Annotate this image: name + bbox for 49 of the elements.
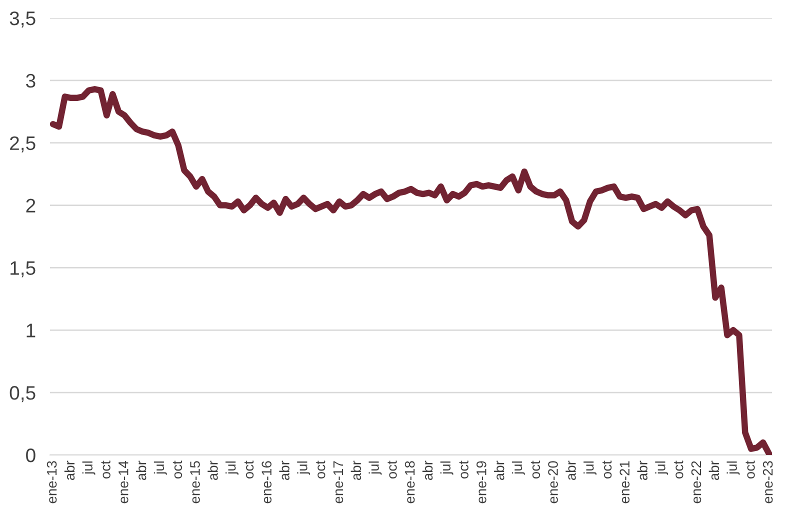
x-tick-label: abr — [279, 460, 290, 480]
x-tick-label: jul — [82, 461, 96, 475]
x-tick-label: abr — [350, 460, 362, 480]
x-tick-label: jul — [297, 461, 310, 475]
x-tick-label: abr — [64, 460, 75, 480]
x-tick-label: oct — [316, 460, 326, 478]
x-tick-label: jul — [154, 461, 167, 475]
x-tick-label: oct — [244, 460, 254, 478]
x-tick-label: ene-20 — [548, 461, 558, 504]
x-tick-label: oct — [602, 460, 612, 478]
x-tick-label: jul — [726, 461, 740, 475]
x-tick-label: abr — [637, 460, 648, 480]
x-tick-label: abr — [422, 460, 433, 480]
y-tick-label: 2,5 — [10, 136, 36, 152]
y-tick-label: 0,5 — [10, 386, 36, 402]
x-tick-label: abr — [208, 460, 218, 480]
x-tick-label: oct — [746, 460, 755, 478]
x-tick-label: ene-16 — [262, 461, 272, 504]
x-tick-label: jul — [655, 461, 668, 475]
x-tick-label: abr — [494, 460, 504, 480]
x-tick-label: abr — [708, 460, 720, 480]
x-tick-label: abr — [566, 460, 576, 480]
x-tick-label: ene-22 — [691, 461, 702, 504]
x-tick-label: ene-13 — [46, 461, 57, 504]
x-tick-label: ene-18 — [404, 461, 415, 504]
x-tick-label: oct — [459, 460, 468, 478]
x-tick-label: oct — [172, 460, 182, 478]
x-tick-label: abr — [136, 460, 146, 480]
y-tick-label: 2 — [26, 198, 36, 212]
x-tick-label: oct — [388, 460, 397, 478]
y-tick-label: 1 — [26, 324, 36, 338]
y-tick-label: 1,5 — [10, 261, 36, 278]
x-tick-label: ene-19 — [476, 461, 486, 504]
x-tick-label: jul — [584, 461, 596, 475]
x-tick-label: ene-21 — [620, 461, 630, 504]
x-tick-label: ene-14 — [118, 460, 128, 504]
x-tick-label: ene-17 — [333, 461, 344, 504]
x-tick-label: ene-15 — [190, 461, 200, 504]
x-tick-label: oct — [674, 460, 684, 478]
x-tick-label: jul — [512, 461, 525, 475]
x-tick-label: oct — [101, 460, 110, 478]
x-tick-label: oct — [530, 460, 540, 478]
y-tick-label: 3,5 — [10, 11, 36, 28]
x-tick-label: jul — [368, 461, 382, 475]
x-tick-label: jul — [440, 461, 454, 475]
x-tick-label: ene-23 — [762, 461, 773, 504]
x-tick-label: jul — [226, 461, 238, 475]
y-tick-label: 3 — [26, 74, 36, 88]
y-tick-label: 0 — [26, 448, 36, 462]
